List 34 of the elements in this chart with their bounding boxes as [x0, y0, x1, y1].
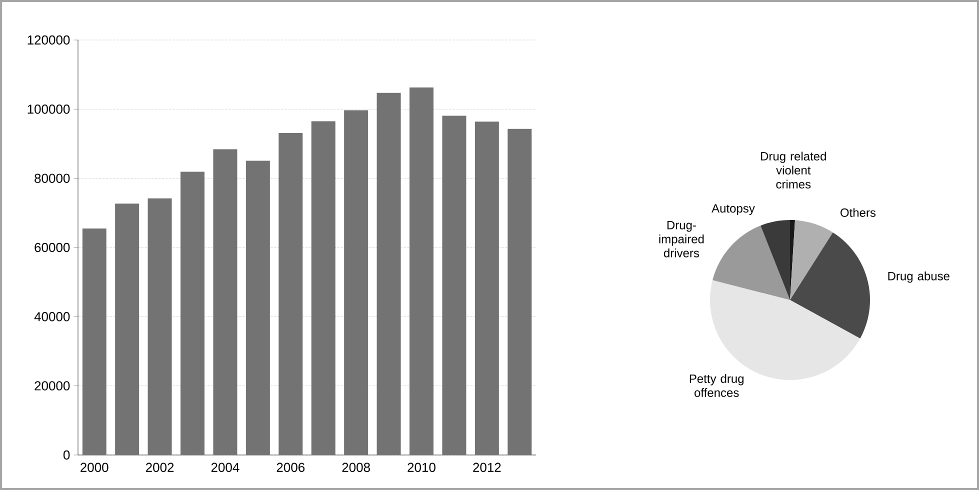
y-tick-label: 80000	[34, 174, 70, 183]
slice-label: Drug abuse	[888, 272, 950, 283]
bar	[180, 172, 205, 455]
y-tick-label: 20000	[34, 381, 70, 390]
bar	[508, 128, 532, 455]
bar	[474, 122, 499, 455]
x-tick-label: 2012	[473, 462, 501, 472]
bar	[115, 204, 140, 455]
slice-label: Autopsy	[712, 204, 755, 216]
bar	[82, 228, 106, 455]
y-tick-label: 100000	[28, 104, 70, 114]
slice-label: Drug related violent crimes	[761, 152, 826, 189]
bar	[311, 121, 336, 455]
y-tick-label: 0	[63, 450, 70, 460]
slice-label: Petty drug offences	[690, 374, 744, 397]
x-tick-label: 2000	[80, 462, 108, 472]
bar	[148, 198, 172, 455]
y-tick-label: 40000	[34, 312, 70, 322]
y-tick-label: 120000	[28, 35, 70, 45]
x-tick-label: 2006	[276, 462, 305, 472]
bar	[376, 92, 401, 455]
y-tick-label: 60000	[34, 242, 70, 252]
slice-label: Drug-impaired drivers	[659, 220, 704, 258]
x-tick-label: 2002	[146, 462, 174, 472]
bar	[278, 133, 303, 455]
x-tick-label: 2010	[408, 462, 436, 472]
bar	[246, 160, 270, 455]
x-tick-label: 2008	[342, 462, 370, 472]
bar	[344, 110, 368, 455]
slice-label: Others	[840, 208, 876, 217]
bar	[213, 149, 238, 455]
x-tick-label: 2004	[211, 462, 240, 472]
bar	[442, 116, 466, 455]
bar	[410, 87, 434, 455]
